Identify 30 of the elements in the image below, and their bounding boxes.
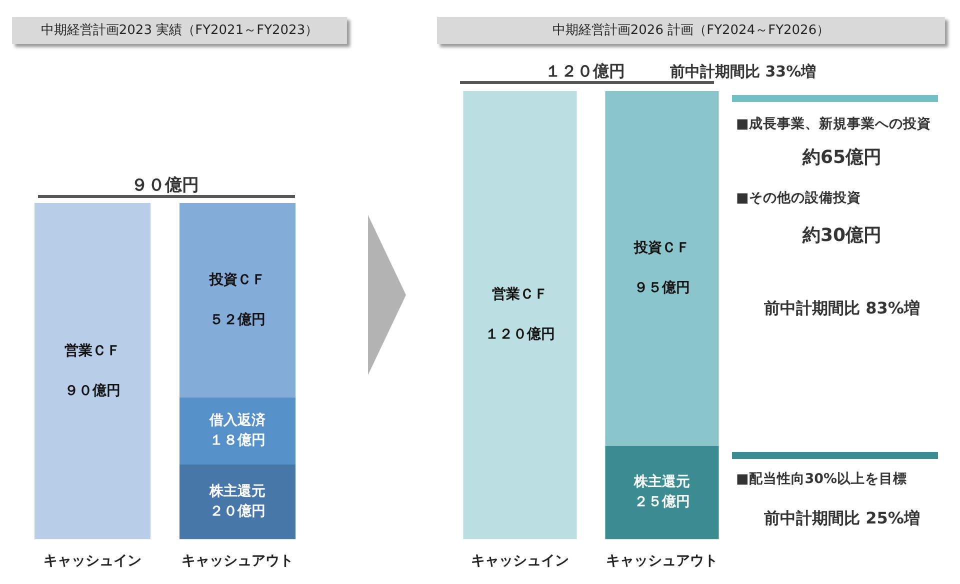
text: 前中計期間比 25%増 — [764, 508, 920, 530]
series-label: 株主還元 — [208, 482, 266, 500]
text: 約30億円 — [802, 224, 882, 247]
x-tick-label: キャッシュアウト — [606, 553, 718, 570]
data-label: １８億円 — [210, 432, 266, 449]
data-label: ９５億円 — [634, 279, 690, 296]
series-label: 投資ＣＦ — [633, 240, 690, 256]
data-label: １２０億円 — [485, 326, 555, 343]
text: ■配当性向30%以上を目標 — [736, 470, 908, 488]
chart-title: 中期経営計画2023 実績（FY2021～FY2023） — [12, 17, 347, 44]
data-label: ２５億円 — [634, 493, 690, 510]
x-tick-label: キャッシュイン — [471, 553, 569, 570]
text: 約65億円 — [802, 146, 882, 169]
series-label: 投資ＣＦ — [208, 272, 266, 288]
data-label: ５２億円 — [210, 310, 266, 328]
text: ■その他の設備投資 — [736, 189, 861, 207]
series-label: 営業ＣＦ — [492, 286, 548, 303]
series-label: 株主還元 — [633, 473, 690, 490]
text: ９０億円 — [131, 174, 199, 196]
text: ■成長事業、新規事業への投資 — [736, 115, 931, 133]
text: 前中計期間比 33%増 — [670, 62, 816, 82]
chart-title: 中期経営計画2026 計画（FY2024～FY2026） — [437, 17, 945, 44]
series-label: 営業ＣＦ — [64, 342, 120, 359]
x-tick-label: キャッシュアウト — [182, 553, 294, 570]
x-tick-label: キャッシュイン — [44, 553, 142, 570]
data-label: ２０億円 — [210, 502, 266, 520]
text: １２０億円 — [545, 62, 625, 82]
data-label: ９０億円 — [64, 382, 120, 399]
text: 前中計期間比 83%増 — [764, 298, 920, 320]
series-label: 借入返済 — [208, 412, 266, 429]
